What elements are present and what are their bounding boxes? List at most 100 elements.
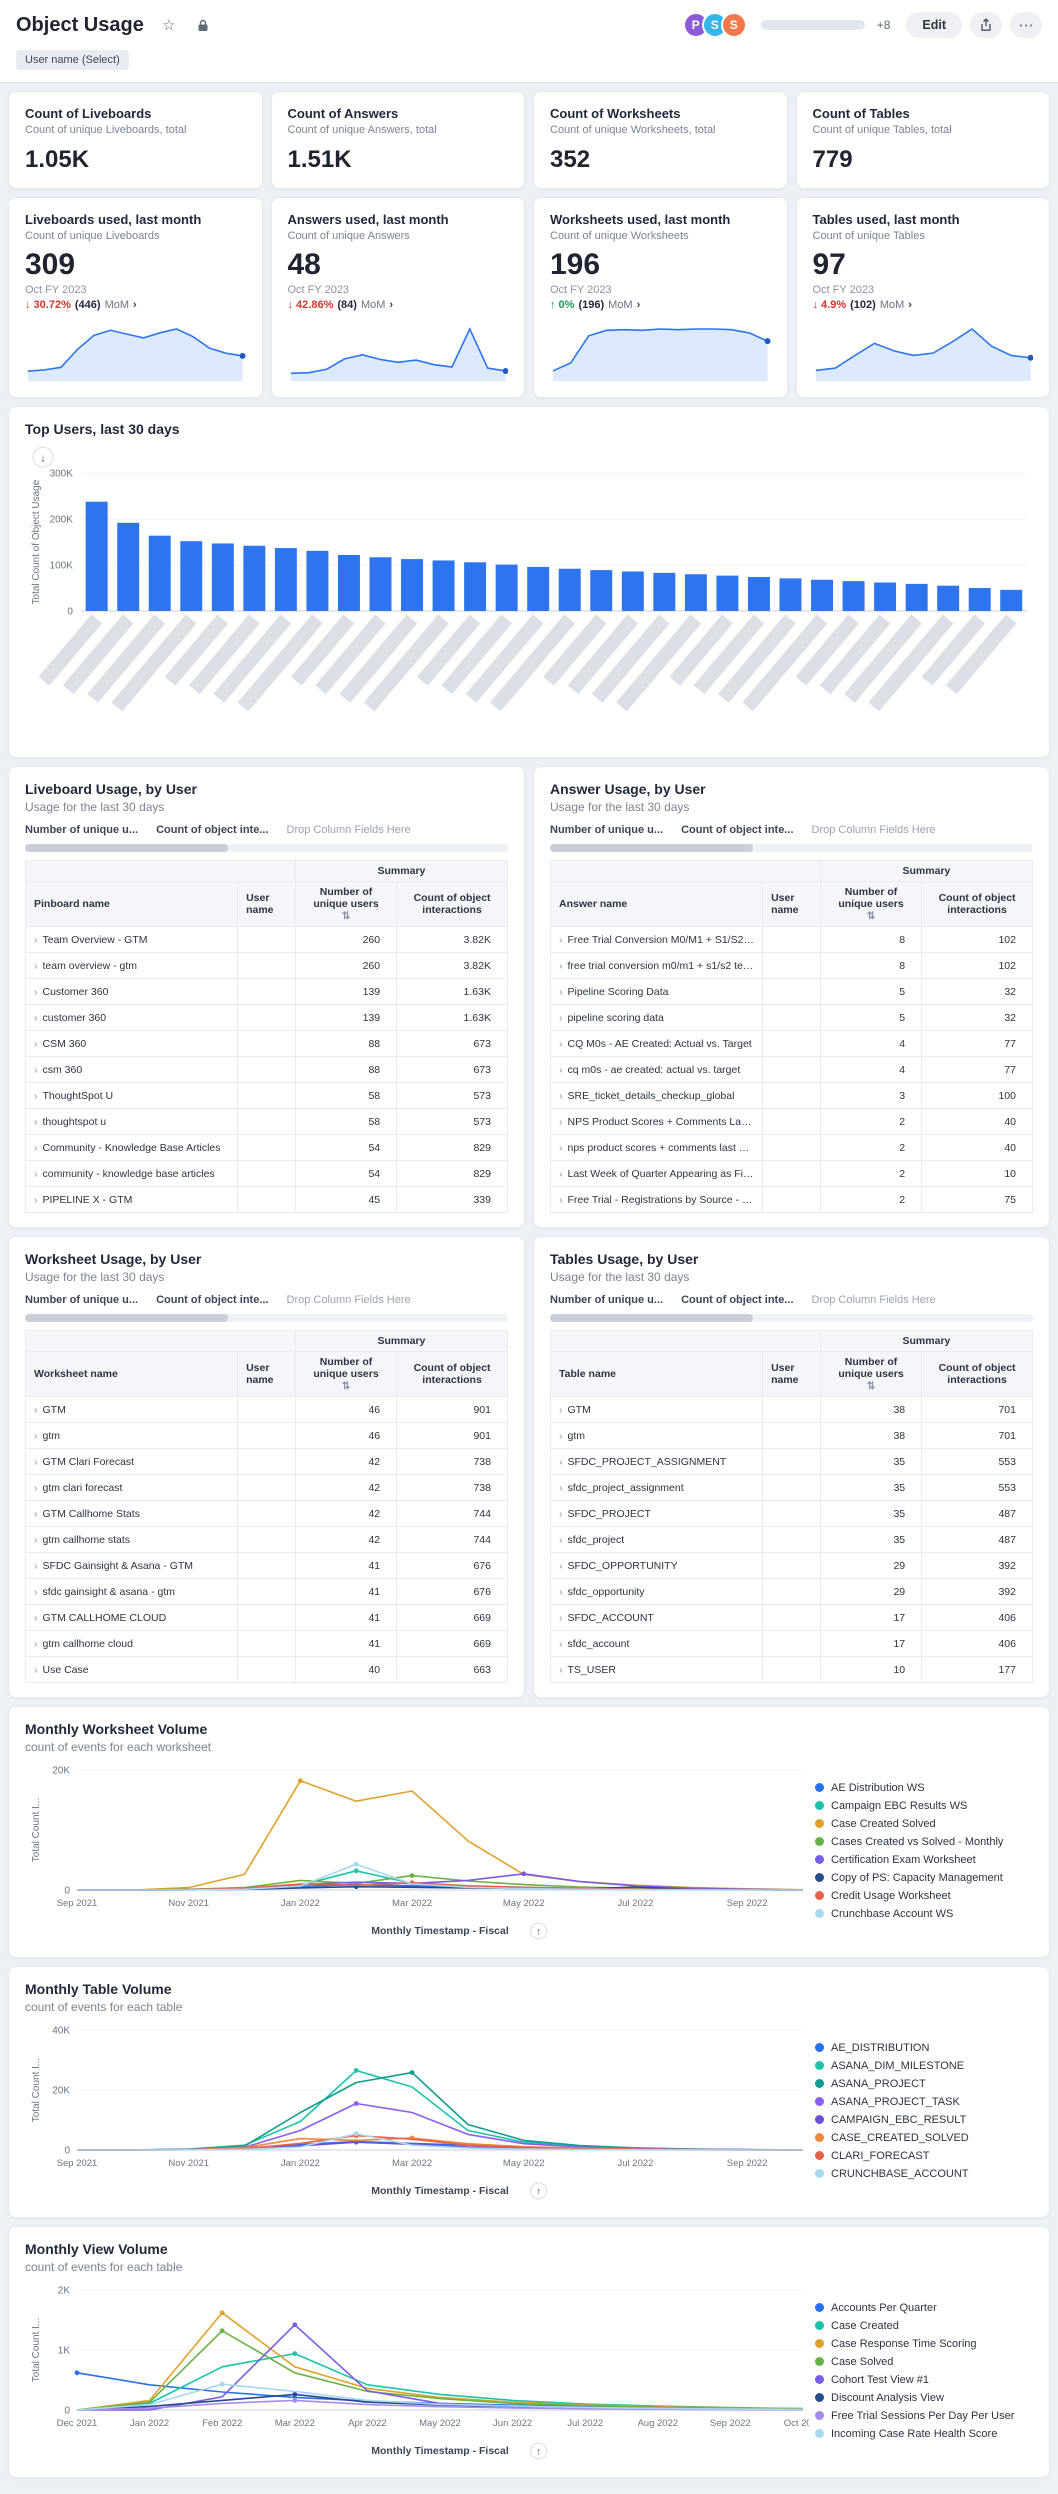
expand-caret-icon[interactable]: › <box>559 1141 563 1154</box>
chevron-right-icon[interactable]: › <box>908 299 912 311</box>
expand-caret-icon[interactable]: › <box>559 1115 563 1128</box>
legend-item[interactable]: CASE_CREATED_SOLVED <box>815 2132 1031 2144</box>
expand-caret-icon[interactable]: › <box>34 1481 38 1494</box>
expand-caret-icon[interactable]: › <box>559 1037 563 1050</box>
legend-item[interactable]: Case Solved <box>815 2356 1031 2368</box>
monthly-worksheet-volume-line-chart[interactable]: 0 20K Sep 2021 Nov 2021 Jan 2022 Mar 2022 May … <box>25 1758 809 1943</box>
kpi-change-row[interactable]: ↓ 4.9% (102) MoM › <box>813 299 1034 311</box>
legend-item[interactable]: Incoming Case Rate Health Score <box>815 2428 1031 2440</box>
expand-caret-icon[interactable]: › <box>34 933 38 946</box>
expand-caret-icon[interactable]: › <box>34 1115 38 1128</box>
sort-icon[interactable]: ⇅ <box>341 911 351 922</box>
table-row[interactable]: › team overview - gtm 260 3.82K <box>24 952 508 979</box>
kpi-change-row[interactable]: ↓ 42.86% (84) MoM › <box>288 299 509 311</box>
table-row[interactable]: › GTM 38 701 <box>549 1396 1033 1423</box>
row-name-cell[interactable]: › Free Trial Conversion M0/M1 + S1/S2 Tes… <box>549 926 764 953</box>
table-row[interactable]: › Free Trial - Registrations by Source - … <box>549 1186 1033 1213</box>
expand-caret-icon[interactable]: › <box>34 1637 38 1650</box>
column-pill[interactable]: Count of object inte... <box>156 824 269 836</box>
row-name-cell[interactable]: › CQ M0s - AE Created: Actual vs. Target <box>549 1030 764 1057</box>
row-name-cell[interactable]: › CSM 360 <box>24 1030 239 1057</box>
table-row[interactable]: › thoughtspot u 58 573 <box>24 1108 508 1135</box>
expand-caret-icon[interactable]: › <box>34 985 38 998</box>
scrollbar-thumb[interactable] <box>25 1314 228 1322</box>
row-name-cell[interactable]: › gtm <box>24 1422 239 1449</box>
expand-caret-icon[interactable]: › <box>559 1637 563 1650</box>
table-row[interactable]: › SFDC_OPPORTUNITY 29 392 <box>549 1552 1033 1579</box>
expand-caret-icon[interactable]: › <box>34 1011 38 1024</box>
table-row[interactable]: › csm 360 88 673 <box>24 1056 508 1083</box>
table-row[interactable]: › SFDC_ACCOUNT 17 406 <box>549 1604 1033 1631</box>
row-name-cell[interactable]: › PIPELINE X - GTM <box>24 1186 239 1213</box>
expand-caret-icon[interactable]: › <box>559 1507 563 1520</box>
row-name-cell[interactable]: › NPS Product Scores + Comments Last 2 ye… <box>549 1108 764 1135</box>
table-row[interactable]: › TS_USER 10 177 <box>549 1656 1033 1683</box>
kpi-change-row[interactable]: ↑ 0% (196) MoM › <box>550 299 771 311</box>
expand-caret-icon[interactable]: › <box>34 1193 38 1206</box>
legend-item[interactable]: Accounts Per Quarter <box>815 2302 1031 2314</box>
row-name-cell[interactable]: › pipeline scoring data <box>549 1004 764 1031</box>
row-name-cell[interactable]: › Pipeline Scoring Data <box>549 978 764 1005</box>
expand-caret-icon[interactable]: › <box>34 1141 38 1154</box>
row-name-cell[interactable]: › free trial conversion m0/m1 + s1/s2 tes… <box>549 952 764 979</box>
row-name-cell[interactable]: › Community - Knowledge Base Articles <box>24 1134 239 1161</box>
row-name-cell[interactable]: › GTM <box>549 1396 764 1423</box>
row-name-cell[interactable]: › sfdc_project <box>549 1526 764 1553</box>
table-row[interactable]: › Free Trial Conversion M0/M1 + S1/S2 Tes… <box>549 926 1033 953</box>
column-header-interactions[interactable]: Count of object interactions <box>396 1351 508 1397</box>
row-name-cell[interactable]: › community - knowledge base articles <box>24 1160 239 1187</box>
table-row[interactable]: › free trial conversion m0/m1 + s1/s2 tes… <box>549 952 1033 979</box>
avatar[interactable]: S <box>720 12 747 38</box>
legend-item[interactable]: Discount Analysis View <box>815 2392 1031 2404</box>
table-row[interactable]: › gtm 46 901 <box>24 1422 508 1449</box>
legend-item[interactable]: Credit Usage Worksheet <box>815 1890 1031 1902</box>
table-row[interactable]: › cq m0s - ae created: actual vs. target 4… <box>549 1056 1033 1083</box>
row-name-cell[interactable]: › nps product scores + comments last 2 ye… <box>549 1134 764 1161</box>
legend-item[interactable]: AE Distribution WS <box>815 1782 1031 1794</box>
table-row[interactable]: › SRE_ticket_details_checkup_global 3 100 <box>549 1082 1033 1109</box>
avatar[interactable]: S <box>701 12 728 38</box>
scrollbar-thumb[interactable] <box>550 1314 753 1322</box>
column-header-unique-users[interactable]: Number of unique users ⇅ <box>294 881 398 927</box>
table-row[interactable]: › GTM CALLHOME CLOUD 41 669 <box>24 1604 508 1631</box>
column-header-unique-users[interactable]: Number of unique users ⇅ <box>819 1351 923 1397</box>
table-row[interactable]: › Use Case 40 663 <box>24 1656 508 1683</box>
column-header-user[interactable]: User name <box>237 881 296 927</box>
row-name-cell[interactable]: › gtm callhome cloud <box>24 1630 239 1657</box>
column-pill[interactable]: Count of object inte... <box>681 1294 794 1306</box>
expand-caret-icon[interactable]: › <box>559 985 563 998</box>
expand-caret-icon[interactable]: › <box>559 1403 563 1416</box>
row-name-cell[interactable]: › Team Overview - GTM <box>24 926 239 953</box>
row-name-cell[interactable]: › team overview - gtm <box>24 952 239 979</box>
legend-item[interactable]: ASANA_PROJECT <box>815 2078 1031 2090</box>
column-header-name[interactable]: Table name <box>549 1351 764 1397</box>
row-name-cell[interactable]: › gtm <box>549 1422 764 1449</box>
expand-caret-icon[interactable]: › <box>34 959 38 972</box>
expand-caret-icon[interactable]: › <box>34 1559 38 1572</box>
table-row[interactable]: › SFDC Gainsight & Asana - GTM 41 676 <box>24 1552 508 1579</box>
row-name-cell[interactable]: › Last Week of Quarter Appearing as First… <box>549 1160 764 1187</box>
row-name-cell[interactable]: › sfdc_account <box>549 1630 764 1657</box>
table-row[interactable]: › Last Week of Quarter Appearing as First… <box>549 1160 1033 1187</box>
expand-caret-icon[interactable]: › <box>34 1403 38 1416</box>
column-header-user[interactable]: User name <box>237 1351 296 1397</box>
table-row[interactable]: › sfdc gainsight & asana - gtm 41 676 <box>24 1578 508 1605</box>
expand-caret-icon[interactable]: › <box>34 1611 38 1624</box>
column-pill[interactable]: Number of unique u... <box>550 1294 664 1306</box>
table-row[interactable]: › Team Overview - GTM 260 3.82K <box>24 926 508 953</box>
row-name-cell[interactable]: › Free Trial - Registrations by Source - … <box>549 1186 764 1213</box>
row-name-cell[interactable]: › sfdc gainsight & asana - gtm <box>24 1578 239 1605</box>
expand-caret-icon[interactable]: › <box>559 1011 563 1024</box>
column-header-user[interactable]: User name <box>762 881 821 927</box>
column-header-unique-users[interactable]: Number of unique users ⇅ <box>819 881 923 927</box>
table-row[interactable]: › ThoughtSpot U 58 573 <box>24 1082 508 1109</box>
table-row[interactable]: › CQ M0s - AE Created: Actual vs. Target 4… <box>549 1030 1033 1057</box>
legend-item[interactable]: Campaign EBC Results WS <box>815 1800 1031 1812</box>
horizontal-scrollbar[interactable] <box>25 1314 508 1322</box>
column-pill[interactable]: Number of unique u... <box>550 824 664 836</box>
expand-caret-icon[interactable]: › <box>559 1193 563 1206</box>
chevron-right-icon[interactable]: › <box>389 299 394 311</box>
expand-caret-icon[interactable]: › <box>559 1429 563 1442</box>
legend-item[interactable]: Cohort Test View #1 <box>815 2374 1031 2386</box>
table-row[interactable]: › pipeline scoring data 5 32 <box>549 1004 1033 1031</box>
